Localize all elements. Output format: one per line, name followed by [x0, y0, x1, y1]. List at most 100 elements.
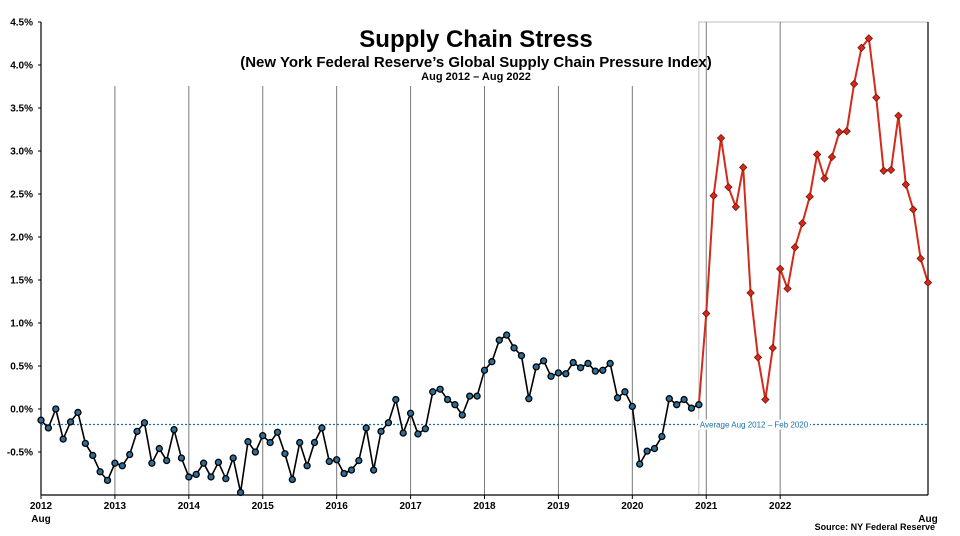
data-point-recent [886, 165, 896, 175]
data-point-early [148, 459, 156, 467]
vertical-gridlines [114, 22, 781, 495]
data-point-early [170, 425, 178, 434]
data-point-early [687, 404, 696, 412]
data-point-early [480, 366, 489, 374]
data-point-early [192, 470, 200, 479]
data-point-early [503, 331, 511, 339]
data-point-recent [724, 182, 733, 192]
data-point-early [539, 357, 548, 365]
data-point-early [665, 395, 673, 403]
data-point-early [466, 392, 474, 400]
data-point-recent [798, 219, 807, 228]
data-point-early [695, 401, 703, 409]
data-point-early [111, 459, 119, 467]
data-point-early [66, 418, 75, 426]
data-point-early [406, 409, 415, 417]
source-note: Source: NY Federal Reserve [815, 522, 935, 532]
data-point-early [340, 469, 348, 478]
data-point-recent [783, 284, 792, 293]
x-tick-label: 2015 [252, 501, 275, 512]
data-point-early [369, 466, 378, 474]
data-point-early [333, 456, 341, 464]
data-point-early [495, 336, 503, 344]
data-point-early [229, 454, 237, 462]
data-point-early [325, 457, 333, 466]
x-tick-label: 2013 [104, 501, 127, 512]
data-point-early [140, 419, 149, 427]
data-point-early [355, 456, 363, 465]
average-line-group: Average Aug 2012 – Feb 2020 [41, 419, 928, 430]
data-point-early [488, 358, 496, 366]
data-point-early [436, 385, 444, 393]
data-point-early [236, 488, 245, 497]
data-point-early [458, 411, 466, 419]
data-point-early [643, 447, 651, 455]
data-point-early [273, 428, 282, 436]
data-point-recent [702, 309, 711, 318]
data-point-early [44, 424, 53, 432]
y-tick-label: 3.5% [10, 104, 33, 115]
data-point-early [163, 456, 171, 465]
data-point-early [347, 466, 356, 474]
data-point-early [613, 394, 622, 402]
data-point-recent [857, 43, 866, 52]
highlight-region [698, 21, 929, 496]
data-point-recent [746, 288, 755, 298]
data-point-recent [879, 166, 888, 175]
data-point-recent [768, 343, 777, 353]
data-point-early [288, 475, 296, 484]
data-point-recent [901, 180, 910, 189]
x-tick-label: 2020 [621, 501, 644, 512]
data-point-early [207, 473, 215, 481]
x-tick-label: 2022 [769, 501, 792, 512]
data-point-early [517, 352, 526, 360]
data-point-early [628, 402, 636, 411]
data-point-early [81, 439, 89, 448]
data-point-early [443, 395, 452, 404]
series-markers [37, 34, 933, 497]
data-point-early [525, 395, 533, 403]
data-point-early [266, 438, 274, 447]
data-point-early [362, 424, 370, 432]
data-point-recent [753, 353, 763, 362]
data-point-recent [820, 174, 829, 183]
y-tick-label: 1.0% [10, 319, 33, 330]
data-point-recent [923, 278, 933, 287]
average-line-label: Average Aug 2012 – Feb 2020 [700, 420, 809, 429]
chart-subtitle: (New York Federal Reserve’s Global Suppl… [240, 54, 712, 71]
data-point-early [251, 448, 260, 456]
data-point-recent [864, 34, 874, 43]
data-point-early [510, 344, 518, 352]
data-point-early [392, 395, 400, 404]
y-tick-label: 2.5% [10, 190, 33, 201]
data-point-early [177, 454, 186, 462]
data-point-recent [790, 243, 800, 252]
chart-title: Supply Chain Stress [359, 26, 592, 53]
data-point-early [59, 435, 67, 443]
data-point-early [259, 432, 267, 440]
data-point-early [214, 458, 223, 466]
data-point-early [650, 444, 659, 453]
data-point-early [576, 364, 585, 372]
data-point-early [185, 473, 193, 481]
data-point-early [473, 392, 481, 400]
data-point-early [281, 450, 289, 458]
chart-date-range: Aug 2012 – Aug 2022 [421, 71, 531, 83]
data-point-early [421, 425, 430, 433]
data-point-recent [916, 254, 925, 263]
data-point-recent [776, 264, 785, 273]
data-point-early [599, 366, 607, 374]
y-tick-label: -0.5% [7, 448, 33, 459]
y-tick-label: 0.0% [10, 405, 33, 416]
data-point-recent [849, 79, 859, 89]
data-point-early [547, 372, 555, 380]
data-point-early [680, 395, 688, 404]
data-point-early [222, 475, 230, 483]
data-point-early [155, 444, 163, 453]
data-point-recent [842, 127, 851, 136]
y-tick-label: 0.5% [10, 362, 33, 373]
data-point-early [103, 476, 112, 485]
y-tick-label: 4.0% [10, 61, 33, 72]
data-point-early [89, 451, 97, 460]
